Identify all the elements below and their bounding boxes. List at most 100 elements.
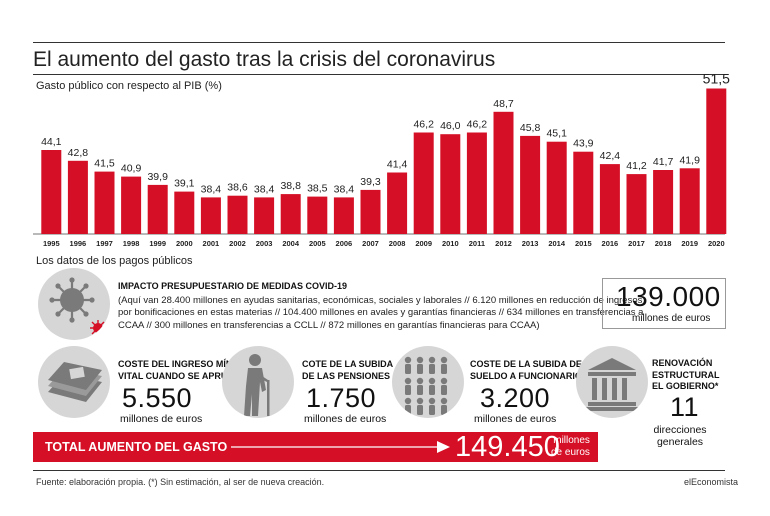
x-tick-label: 2002 [229, 239, 246, 248]
bar-1998 [121, 176, 142, 234]
item-title-line: EL GOBIERNO* [652, 381, 719, 391]
top-rule [33, 42, 725, 43]
bar-2008 [387, 172, 408, 234]
item-title: COTE DE LA SUBIDA DE LAS PENSIONES [302, 358, 393, 382]
civil-servants-icon [392, 346, 464, 418]
item-amount: 5.550 [122, 383, 193, 413]
item-title: COSTE DEL INGRESO MÍNIMO VITAL CUANDO SE… [118, 358, 249, 382]
bar-1997 [94, 171, 115, 234]
item-title-line: RENOVACIÓN [652, 358, 713, 368]
x-tick-label: 2004 [282, 239, 300, 248]
bar-2011 [466, 132, 487, 234]
item-title-line: DE LAS PENSIONES [302, 371, 391, 381]
bar-value-label: 38,4 [334, 183, 355, 195]
brand-label: elEconomista [684, 477, 739, 487]
bar-2007 [360, 189, 381, 234]
government-building-icon [576, 346, 648, 418]
item-title-line: COTE DE LA SUBIDA [302, 359, 394, 369]
bar-value-label: 46,2 [467, 119, 488, 131]
bar-value-label: 39,1 [174, 178, 195, 190]
bar-value-label: 41,9 [679, 154, 700, 166]
bar-2014 [546, 141, 567, 234]
item-unit: millones de euros [120, 413, 203, 425]
item-title: COSTE DE LA SUBIDA DE SUELDO A FUNCIONAR… [470, 358, 588, 382]
bar-value-label: 38,4 [254, 183, 275, 195]
x-tick-label: 2000 [176, 239, 193, 248]
bar-2018 [653, 170, 674, 234]
bar-value-label: 44,1 [41, 136, 62, 148]
covid-description: (Aquí van 28.400 millones en ayudas sani… [118, 295, 643, 332]
item-amount: 3.200 [480, 383, 551, 413]
source-note: Fuente: elaboración propia. (*) Sin esti… [36, 477, 325, 487]
x-tick-label: 1997 [96, 239, 113, 248]
x-tick-label: 2016 [602, 239, 619, 248]
bar-2009 [413, 132, 434, 234]
title-rule [33, 74, 725, 75]
bar-value-label: 42,8 [68, 147, 89, 159]
page-title: El aumento del gasto tras la crisis del … [33, 48, 496, 71]
bar-2013 [520, 135, 541, 234]
bar-2020 [706, 88, 727, 234]
bar-2003 [254, 197, 275, 234]
x-tick-label: 2015 [575, 239, 592, 248]
x-tick-label: 2001 [203, 239, 220, 248]
covid-amount-unit: millones de euros [632, 313, 711, 324]
bar-value-label: 39,9 [147, 171, 168, 183]
bar-value-label: 46,2 [413, 119, 434, 131]
x-tick-label: 2012 [495, 239, 512, 248]
x-tick-label: 2013 [522, 239, 539, 248]
covid-title: IMPACTO PRESUPUESTARIO DE MEDIDAS COVID-… [118, 281, 348, 291]
x-tick-label: 1995 [43, 239, 60, 248]
footer-rule [33, 470, 725, 471]
item-amount: 1.750 [306, 383, 377, 413]
x-tick-label: 2009 [415, 239, 432, 248]
item-title-line: VITAL CUANDO SE APRUEBE [118, 371, 246, 381]
covid-amount-box: 139.000 millones de euros [602, 278, 726, 329]
item-title-line: SUELDO A FUNCIONARIOS [470, 371, 588, 381]
x-tick-label: 2010 [442, 239, 459, 248]
bar-value-label: 41,2 [626, 160, 647, 172]
bar-value-label: 38,8 [280, 180, 301, 192]
bar-value-label: 48,7 [493, 98, 514, 110]
item-amount: 11 [670, 392, 700, 422]
bar-2005 [307, 196, 328, 234]
bar-value-label: 45,8 [520, 122, 541, 134]
item-title-line: ESTRUCTURAL [652, 369, 720, 380]
bar-2017 [626, 174, 647, 234]
total-unit-line: millones [553, 435, 590, 446]
item-unit-line: direcciones [653, 424, 707, 436]
bar-1999 [147, 184, 168, 234]
x-tick-label: 2017 [628, 239, 645, 248]
x-tick-label: 2019 [681, 239, 698, 248]
total-unit-line: de euros [551, 447, 590, 458]
bar-2000 [174, 191, 195, 234]
arrow-right-icon [231, 441, 450, 453]
total-bar: TOTAL AUMENTO DEL GASTO 149.450 millones… [33, 431, 598, 463]
x-tick-label: 2014 [548, 239, 566, 248]
x-tick-label: 2018 [655, 239, 672, 248]
x-tick-label: 2011 [469, 239, 485, 248]
total-unit: millones de euros [551, 435, 590, 459]
elderly-person-icon [222, 346, 294, 418]
item-title: RENOVACIÓN ESTRUCTURAL EL GOBIERNO* [652, 358, 720, 393]
item-title-line: COSTE DEL INGRESO MÍNIMO [118, 359, 250, 369]
bar-1995 [41, 150, 62, 234]
covid-amount: 139.000 [616, 281, 721, 312]
item-unit: direcciones generales [650, 424, 710, 448]
x-tick-label: 2020 [708, 239, 725, 248]
x-tick-label: 2006 [336, 239, 353, 248]
chart-subtitle: Gasto público con respecto al PIB (%) [36, 80, 222, 92]
item-unit: millones de euros [474, 413, 557, 425]
bar-2019 [679, 168, 700, 234]
bar-value-label: 42,4 [600, 150, 621, 162]
bar-2015 [573, 151, 594, 234]
bar-chart: 44,1 1995 42,8 1996 41,5 1997 40,9 1998 39,9 1999… [33, 71, 730, 248]
bar-2016 [599, 164, 620, 234]
x-tick-label: 1998 [123, 239, 140, 248]
banknotes-icon [38, 346, 110, 418]
bar-value-label: 41,7 [653, 156, 674, 168]
bar-value-label: 41,5 [94, 158, 115, 170]
total-label: TOTAL AUMENTO DEL GASTO [45, 440, 228, 454]
bar-value-label: 41,4 [387, 159, 408, 171]
bar-2002 [227, 195, 248, 234]
